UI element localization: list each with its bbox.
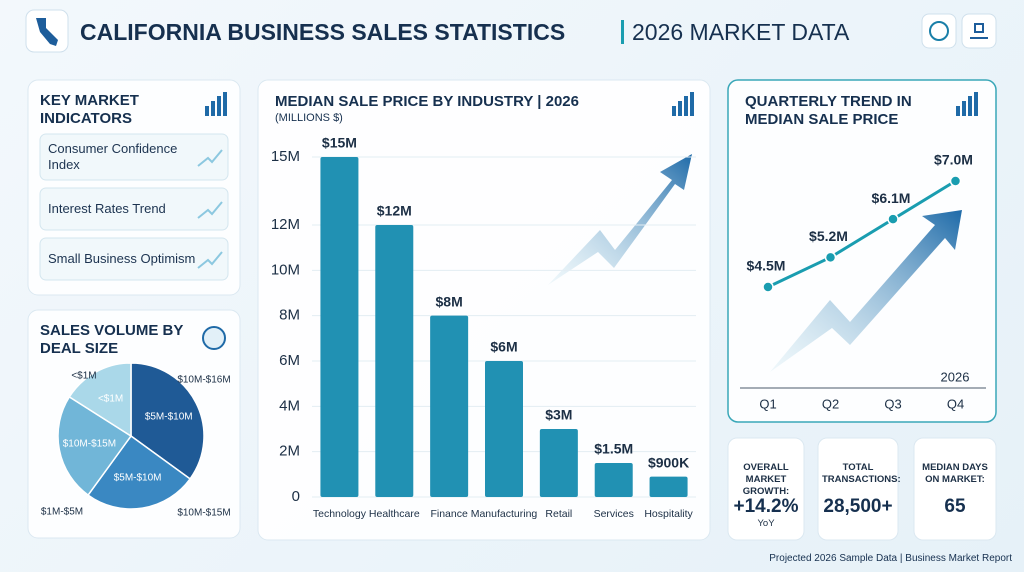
- kpi-note: YoY: [757, 518, 775, 529]
- value-label: $6M: [490, 339, 517, 355]
- value-label: $5.2M: [809, 228, 848, 244]
- panel: [727, 79, 997, 423]
- panel-subtitle: (MILLIONS $): [275, 112, 343, 124]
- value-label: $15M: [322, 135, 357, 151]
- decor-arrow: [770, 210, 962, 372]
- bar: [375, 225, 414, 497]
- panel-title: SALES VOLUME BY DEAL SIZE: [40, 322, 184, 357]
- icon-box[interactable]: [921, 13, 957, 49]
- point: [824, 251, 837, 264]
- x-tick-label: Q1: [759, 396, 776, 411]
- pie-slice: [130, 362, 205, 480]
- panel: [257, 79, 711, 541]
- bar: [430, 315, 469, 497]
- bar: [649, 476, 688, 497]
- slice-label: $5M-$10M: [145, 411, 193, 422]
- trend-icon: [197, 201, 223, 219]
- y-tick-label: 12M: [271, 216, 300, 233]
- y-tick-label: 0: [292, 488, 300, 505]
- bar: [320, 157, 359, 497]
- trend-icon: [197, 251, 223, 269]
- value-label: $7.0M: [934, 152, 973, 168]
- y-tick-label: 6M: [279, 352, 300, 369]
- indicator-box[interactable]: [39, 187, 229, 231]
- y-tick-label: 2M: [279, 443, 300, 460]
- panel-title: MEDIAN SALE PRICE BY INDUSTRY | 2026: [275, 93, 579, 110]
- value-label: $8M: [436, 293, 463, 309]
- value-label: $6.1M: [872, 190, 911, 206]
- point: [887, 213, 899, 225]
- outer-label: $10M-$15M: [177, 508, 230, 519]
- indicator-box[interactable]: [39, 133, 229, 181]
- x-tick-label: Q4: [947, 396, 964, 411]
- chart-icon: [672, 92, 694, 116]
- point: [949, 175, 962, 187]
- value-label: $12M: [377, 203, 412, 219]
- value-label: $4.5M: [747, 258, 786, 274]
- point: [762, 281, 774, 293]
- kpi-label: OVERALL MARKET GROWTH:: [742, 462, 790, 497]
- trend-icon: [197, 149, 223, 167]
- outer-label: $1M-$5M: [41, 507, 83, 518]
- state-icon: [36, 18, 58, 46]
- hand-icon: [970, 23, 988, 39]
- outer-label: <$1M: [71, 371, 96, 382]
- x-tick-label: Services: [594, 508, 634, 520]
- indicator: Consumer Confidence Index: [48, 141, 178, 172]
- value-label: $3M: [545, 407, 572, 423]
- value-label: $1.5M: [594, 441, 633, 457]
- slice-label: <$1M: [98, 394, 123, 405]
- y-tick-label: 15M: [271, 148, 300, 165]
- bar: [539, 429, 578, 497]
- value-label: $900K: [648, 454, 689, 470]
- indicator: Small Business Optimism: [48, 251, 196, 266]
- title-divider: [621, 20, 624, 44]
- slice-label: $10M-$15M: [63, 439, 116, 450]
- decor-arrow: [548, 154, 692, 285]
- line: [767, 179, 957, 289]
- slice-label: $5M-$10M: [114, 472, 162, 483]
- panel-title: QUARTERLY TREND IN MEDIAN SALE PRICE: [745, 93, 912, 128]
- kpi-value: +14.2%: [733, 496, 799, 517]
- pie-slice: [57, 395, 133, 497]
- page-title: CALIFORNIA BUSINESS SALES STATISTICS: [80, 19, 566, 45]
- kpi-label: MEDIAN DAYS ON MARKET:: [922, 462, 988, 485]
- outer-label: $10M-$16M: [177, 375, 230, 386]
- x-tick-label: Manufacturing: [471, 508, 538, 520]
- dollar-icon: [929, 21, 949, 41]
- kpi-value: 65: [944, 496, 966, 517]
- panel-title: KEY MARKET INDICATORS: [40, 92, 139, 127]
- bar: [485, 361, 523, 497]
- indicator: Interest Rates Trend: [48, 201, 166, 216]
- y-tick-label: 8M: [279, 307, 300, 324]
- page-subtitle: 2026 MARKET DATA: [632, 19, 850, 45]
- y-tick-label: 4M: [279, 397, 300, 414]
- annotation: 2026: [941, 369, 970, 384]
- y-tick-label: 10M: [271, 261, 300, 278]
- chart-icon: [205, 92, 227, 116]
- x-tick-label: Q2: [822, 396, 839, 411]
- x-tick-label: Q3: [884, 396, 901, 411]
- pie-slice: [87, 434, 192, 510]
- x-tick-label: Retail: [545, 508, 572, 520]
- x-tick-label: Technology: [313, 508, 367, 520]
- indicator-box[interactable]: [39, 237, 229, 281]
- coins-icon: [202, 326, 226, 350]
- x-tick-label: Hospitality: [644, 508, 693, 520]
- x-tick-label: Healthcare: [369, 508, 420, 520]
- chart-icon: [956, 92, 978, 116]
- kpi-value: 28,500+: [823, 496, 893, 517]
- kpi-card: [727, 437, 805, 541]
- kpi-label: TOTAL TRANSACTIONS:: [822, 462, 901, 485]
- pie-slice: [68, 362, 132, 438]
- kpi-card: [817, 437, 899, 541]
- kpi-card: [913, 437, 997, 541]
- bar: [594, 463, 633, 497]
- x-tick-label: Finance: [430, 508, 468, 520]
- footer: Projected 2026 Sample Data | Business Ma…: [769, 553, 1012, 564]
